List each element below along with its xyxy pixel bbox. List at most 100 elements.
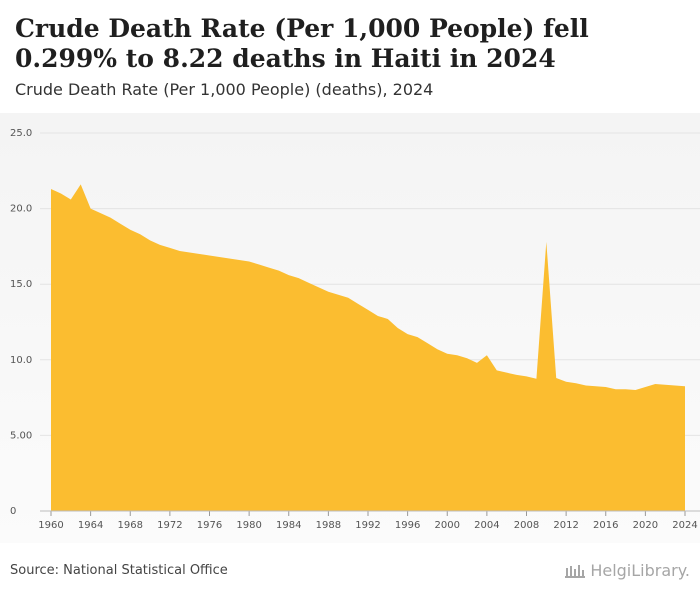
data-point-2001[interactable]	[454, 352, 460, 358]
data-point-2022[interactable]	[662, 382, 668, 388]
x-axis-ticks: 1960 1964 1968 1972 1976 1980 1984 1988 1992 1996…	[38, 510, 700, 531]
data-point-1986[interactable]	[306, 280, 312, 286]
data-point-2005[interactable]	[494, 367, 500, 373]
x-tick-label: 1980	[236, 520, 261, 531]
data-point-2006[interactable]	[504, 370, 510, 376]
data-point-1995[interactable]	[395, 325, 401, 331]
data-point-2013[interactable]	[573, 380, 579, 386]
chart-title: Crude Death Rate (Per 1,000 People) fell…	[15, 14, 589, 73]
y-tick-label: 5.00	[10, 430, 32, 441]
x-tick-label: 1988	[316, 520, 341, 531]
data-point-1974[interactable]	[187, 249, 193, 255]
data-point-1976[interactable]	[207, 252, 213, 258]
x-tick-label: 2004	[474, 520, 499, 531]
data-point-2016[interactable]	[603, 384, 609, 390]
data-point-1966[interactable]	[107, 215, 113, 221]
data-point-1971[interactable]	[157, 242, 163, 248]
data-point-2002[interactable]	[464, 355, 470, 361]
data-point-1982[interactable]	[266, 265, 272, 271]
data-point-1977[interactable]	[216, 254, 222, 260]
y-tick-label: 0	[10, 506, 16, 517]
data-point-2014[interactable]	[583, 383, 589, 389]
data-point-2020[interactable]	[642, 384, 648, 390]
library-building-icon	[565, 564, 586, 578]
data-point-1968[interactable]	[127, 227, 133, 233]
y-tick-label: 20.0	[10, 204, 32, 215]
data-point-1997[interactable]	[415, 334, 421, 340]
data-point-1969[interactable]	[137, 231, 143, 237]
data-point-1970[interactable]	[147, 237, 153, 243]
chart-subtitle: Crude Death Rate (Per 1,000 People) (dea…	[15, 80, 434, 99]
data-point-2017[interactable]	[613, 386, 619, 392]
data-point-2003[interactable]	[474, 360, 480, 366]
data-point-2019[interactable]	[632, 387, 638, 393]
data-point-1999[interactable]	[434, 346, 440, 352]
data-point-1998[interactable]	[424, 340, 430, 346]
x-tick-label: 1984	[276, 520, 301, 531]
data-point-1991[interactable]	[355, 301, 361, 307]
x-tick-label: 1996	[395, 520, 420, 531]
x-tick-label: 1964	[78, 520, 103, 531]
x-tick-label: 2020	[633, 520, 658, 531]
data-point-2000[interactable]	[444, 351, 450, 357]
data-point-1965[interactable]	[98, 210, 104, 216]
data-point-1994[interactable]	[385, 316, 391, 322]
data-point-2009[interactable]	[533, 376, 539, 382]
x-tick-label: 2000	[435, 520, 460, 531]
data-point-1987[interactable]	[315, 284, 321, 290]
data-point-2012[interactable]	[563, 379, 569, 385]
area-series-crude-death-rate[interactable]	[51, 184, 685, 511]
data-point-2010[interactable]	[543, 239, 549, 245]
source-note: Source: National Statistical Office	[10, 563, 228, 578]
data-point-1964[interactable]	[88, 206, 94, 212]
x-tick-label: 1968	[118, 520, 143, 531]
y-tick-label: 10.0	[10, 355, 32, 366]
data-point-1961[interactable]	[58, 190, 64, 196]
data-point-1975[interactable]	[197, 251, 203, 257]
data-point-2008[interactable]	[524, 373, 530, 379]
data-point-1967[interactable]	[117, 221, 123, 227]
data-point-1992[interactable]	[365, 307, 371, 313]
data-point-1990[interactable]	[345, 295, 351, 301]
helgi-library-logo[interactable]: HelgiLibrary.	[564, 561, 690, 580]
data-point-1962[interactable]	[68, 197, 74, 203]
y-tick-label: 15.0	[10, 279, 32, 290]
x-tick-label: 1960	[38, 520, 63, 531]
x-tick-label: 1992	[355, 520, 380, 531]
x-tick-label: 1972	[157, 520, 182, 531]
y-axis-ticks: 0 5.00 10.0 15.0 20.0 25.0	[10, 128, 32, 517]
y-tick-label: 25.0	[10, 128, 32, 139]
logo-text: HelgiLibrary.	[590, 561, 690, 580]
x-tick-label: 1976	[197, 520, 222, 531]
area-series	[48, 181, 688, 511]
data-point-2015[interactable]	[593, 383, 599, 389]
data-point-2024[interactable]	[682, 383, 688, 389]
data-point-1984[interactable]	[286, 272, 292, 278]
data-point-1989[interactable]	[335, 292, 341, 298]
data-point-1981[interactable]	[256, 262, 262, 268]
x-tick-label: 2008	[514, 520, 539, 531]
x-tick-label: 2024	[672, 520, 697, 531]
data-point-2004[interactable]	[484, 352, 490, 358]
chart-header: Crude Death Rate (Per 1,000 People) fell…	[0, 0, 700, 112]
data-point-1996[interactable]	[405, 331, 411, 337]
data-point-1963[interactable]	[78, 181, 84, 187]
data-point-1983[interactable]	[276, 268, 282, 274]
data-point-1985[interactable]	[296, 275, 302, 281]
data-point-1978[interactable]	[226, 256, 232, 262]
data-point-2007[interactable]	[514, 372, 520, 378]
data-point-2021[interactable]	[652, 381, 658, 387]
data-point-1993[interactable]	[375, 313, 381, 319]
x-tick-label: 2016	[593, 520, 618, 531]
x-tick-label: 2012	[553, 520, 578, 531]
data-point-1979[interactable]	[236, 257, 242, 263]
data-point-1980[interactable]	[246, 259, 252, 265]
data-point-1988[interactable]	[325, 289, 331, 295]
data-point-1972[interactable]	[167, 245, 173, 251]
data-point-2011[interactable]	[553, 375, 559, 381]
data-point-2023[interactable]	[672, 383, 678, 389]
data-point-1960[interactable]	[48, 186, 54, 192]
data-point-2018[interactable]	[623, 386, 629, 392]
data-point-1973[interactable]	[177, 248, 183, 254]
